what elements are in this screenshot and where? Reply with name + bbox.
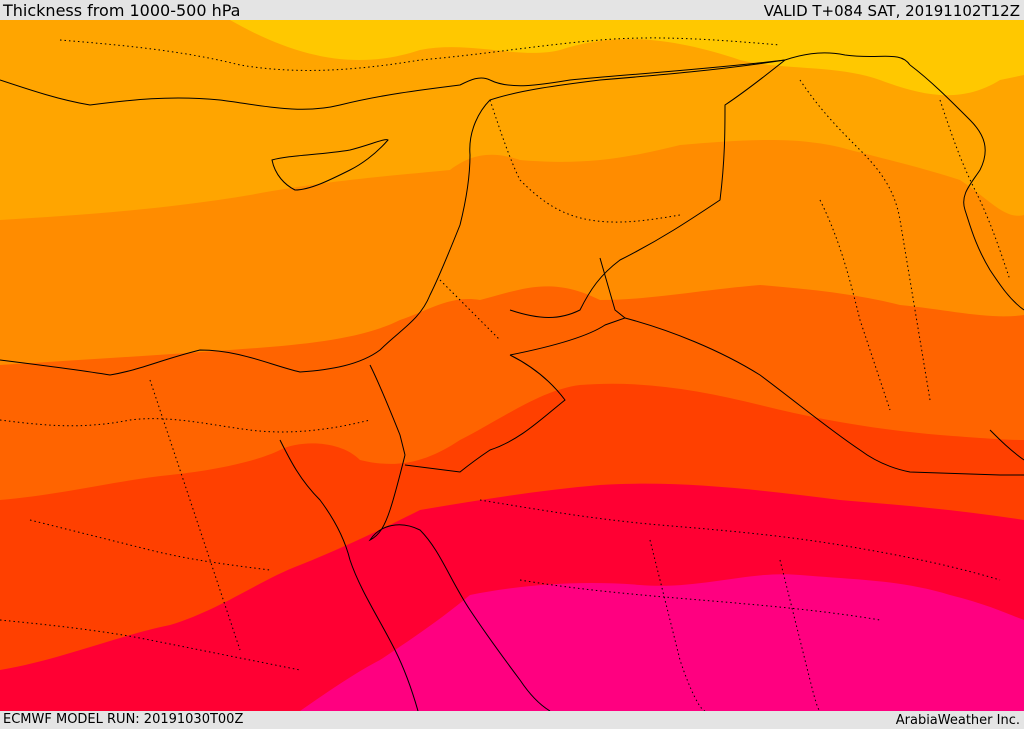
north-coast — [909, 64, 1024, 311]
admin-boundary-saudi-1 — [479, 499, 1001, 581]
valid-time-label: VALID T+084 SAT, 20191102T12Z — [763, 2, 1020, 20]
admin-boundary-saudi-3 — [649, 539, 706, 711]
admin-boundary-sudan — [0, 619, 301, 671]
gulf-coastline — [989, 429, 1024, 461]
title-bar — [0, 0, 1024, 20]
footer-bar — [0, 711, 1024, 729]
border-syria-iraq — [509, 59, 786, 318]
thickness-map[interactable] — [0, 20, 1024, 711]
red-sea-west-coast — [279, 439, 419, 711]
anatolia-coastline — [0, 77, 491, 110]
admin-boundary-egypt-2 — [29, 519, 271, 571]
map-title: Thickness from 1000-500 hPa — [3, 1, 241, 20]
border-turkey-syria — [489, 59, 786, 87]
admin-boundary-saudi-2 — [519, 579, 881, 621]
red-sea-east-coast — [368, 454, 551, 711]
border-jordan-saudi — [509, 257, 627, 356]
admin-boundary-saudi-4 — [779, 559, 821, 711]
border-egypt-israel — [369, 364, 406, 456]
admin-boundary-turkey — [59, 37, 781, 71]
admin-boundary-syria — [489, 99, 681, 223]
admin-boundary-iraq-2 — [819, 199, 891, 411]
border-saudi-iraq — [624, 317, 1024, 476]
band-magenta — [300, 574, 1024, 711]
admin-boundary-egypt-1 — [0, 418, 371, 433]
mediterranean-coastline — [0, 52, 911, 376]
credit-label: ArabiaWeather Inc. — [895, 713, 1020, 728]
cyprus-outline — [271, 139, 389, 191]
border-jordan-south — [404, 354, 566, 473]
model-run-label: ECMWF MODEL RUN: 20191030T00Z — [3, 712, 244, 727]
admin-boundary-iraq — [799, 79, 931, 401]
